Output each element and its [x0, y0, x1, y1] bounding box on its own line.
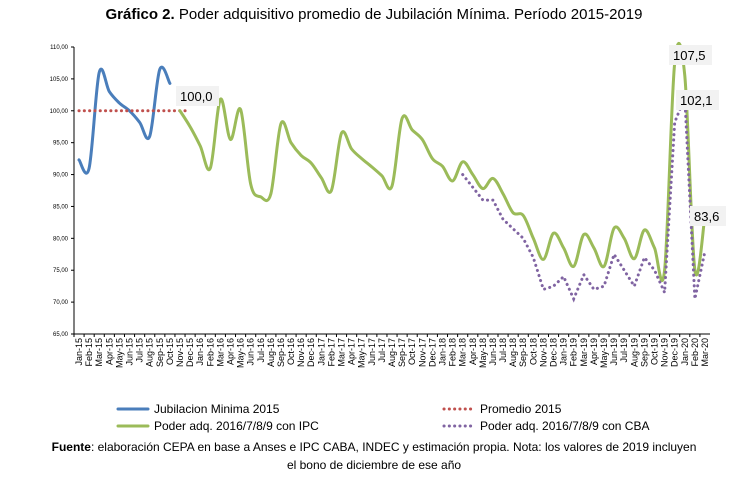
x-tick-label: Mar-17 — [337, 338, 347, 367]
x-tick-label: Nov-15 — [175, 338, 185, 367]
x-tick-label: Jan-16 — [195, 338, 205, 366]
x-tick-label: Mar-16 — [215, 338, 225, 367]
y-tick-label: 70,00 — [53, 300, 69, 306]
x-tick-label: Mar-19 — [579, 338, 589, 367]
x-tick-label: Dec-18 — [549, 338, 559, 367]
x-tick-label: Apr-16 — [225, 338, 235, 365]
x-tick-label: Sep-19 — [639, 338, 649, 367]
x-tick-label: Jan-19 — [559, 338, 569, 366]
x-tick-label: Apr-18 — [468, 338, 478, 365]
x-tick-label: Jul-19 — [619, 338, 629, 363]
x-tick-label: Jan-15 — [74, 338, 84, 366]
y-tick-label: 65,00 — [53, 332, 69, 338]
series-line-0 — [77, 65, 172, 175]
x-tick-label: Jun-16 — [246, 338, 256, 366]
x-tick-label: Dec-15 — [185, 338, 195, 367]
x-tick-label: Oct-17 — [407, 338, 417, 365]
x-tick-label: Aug-19 — [629, 338, 639, 367]
x-tick-label: Sep-16 — [276, 338, 286, 367]
y-tick-label: 90,00 — [53, 173, 69, 179]
source-text-1: : elaboración CEPA en base a Anses e IPC… — [90, 440, 697, 454]
y-tick-label: 85,00 — [53, 204, 69, 210]
data-label: 83,6 — [694, 209, 719, 224]
x-tick-label: Nov-16 — [296, 338, 306, 367]
x-tick-label: Jul-16 — [256, 338, 266, 363]
y-tick-label: 95,00 — [53, 141, 69, 147]
legend-label: Poder adq. 2016/7/8/9 con IPC — [154, 419, 319, 433]
x-tick-label: Feb-19 — [569, 338, 579, 367]
x-tick-label: Dec-17 — [427, 338, 437, 367]
x-tick-label: Mar-20 — [700, 338, 710, 367]
y-tick-label: 100,00 — [50, 109, 69, 115]
source-note-continued: el bono de diciembre de ese año — [286, 458, 462, 472]
annotation-box — [176, 86, 219, 106]
x-tick-label: Feb-17 — [326, 338, 336, 367]
x-tick-label: Feb-16 — [205, 338, 215, 367]
y-tick-label: 80,00 — [53, 236, 69, 242]
x-tick-label: Jun-19 — [609, 338, 619, 366]
x-tick-label: Apr-15 — [104, 338, 114, 365]
x-tick-label: Mar-15 — [94, 338, 104, 367]
series-line-2 — [178, 42, 707, 282]
x-tick-label: Aug-17 — [387, 338, 397, 367]
annotation-box — [690, 206, 726, 226]
source-label: Fuente — [51, 440, 91, 454]
x-tick-label: Sep-18 — [518, 338, 528, 367]
series-line-3 — [461, 96, 707, 303]
chart-title: Gráfico 2. Poder adquisitivo promedio de… — [0, 6, 748, 23]
x-tick-label: Aug-15 — [145, 338, 155, 367]
chart-title-text: Poder adquisitivo promedio de Jubilación… — [174, 6, 643, 23]
x-tick-label: Jan-20 — [680, 338, 690, 366]
legend-label: Poder adq. 2016/7/8/9 con CBA — [480, 419, 649, 433]
annotation-box — [669, 45, 712, 65]
data-label: 100,0 — [180, 89, 213, 104]
x-tick-label: Jul-17 — [377, 338, 387, 363]
x-tick-label: May-16 — [236, 338, 246, 368]
x-tick-label: Apr-17 — [347, 338, 357, 365]
y-tick-label: 105,00 — [50, 77, 69, 83]
x-tick-label: Dec-19 — [670, 338, 680, 367]
x-tick-label: Jun-18 — [488, 338, 498, 366]
y-tick-label: 110,00 — [50, 45, 69, 51]
x-tick-label: Jul-18 — [498, 338, 508, 363]
x-tick-label: May-17 — [357, 338, 367, 368]
x-tick-label: Aug-18 — [508, 338, 518, 367]
x-tick-label: Sep-15 — [155, 338, 165, 367]
x-tick-label: Feb-20 — [690, 338, 700, 367]
x-tick-label: Jan-17 — [316, 338, 326, 366]
x-tick-label: Sep-17 — [397, 338, 407, 367]
x-tick-label: Jun-15 — [125, 338, 135, 366]
x-tick-label: Jan-18 — [437, 338, 447, 366]
x-tick-label: Feb-15 — [84, 338, 94, 367]
data-label: 102,1 — [680, 93, 713, 108]
chart-title-bold: Gráfico 2. — [105, 6, 175, 23]
x-tick-label: Jun-17 — [367, 338, 377, 366]
x-tick-label: Oct-18 — [528, 338, 538, 365]
x-tick-label: May-18 — [478, 338, 488, 368]
x-tick-label: Nov-19 — [660, 338, 670, 367]
x-tick-label: Feb-18 — [448, 338, 458, 367]
legend-label: Promedio 2015 — [480, 402, 562, 416]
x-tick-label: Nov-18 — [538, 338, 548, 367]
x-tick-label: Mar-18 — [458, 338, 468, 367]
x-tick-label: Oct-16 — [286, 338, 296, 365]
x-tick-label: Oct-19 — [649, 338, 659, 365]
source-note: Fuente: elaboración CEPA en base a Anses… — [0, 440, 748, 454]
y-tick-label: 75,00 — [53, 268, 69, 274]
x-tick-label: May-19 — [599, 338, 609, 368]
data-label: 107,5 — [673, 48, 706, 63]
annotation-box — [676, 90, 719, 110]
x-tick-label: Aug-16 — [266, 338, 276, 367]
x-tick-label: Nov-17 — [417, 338, 427, 367]
x-tick-label: Oct-15 — [165, 338, 175, 365]
x-tick-label: May-15 — [114, 338, 124, 368]
x-tick-label: Dec-16 — [306, 338, 316, 367]
legend-label: Jubilacion Minima 2015 — [154, 402, 280, 416]
x-tick-label: Apr-19 — [589, 338, 599, 365]
x-tick-label: Jul-15 — [135, 338, 145, 363]
